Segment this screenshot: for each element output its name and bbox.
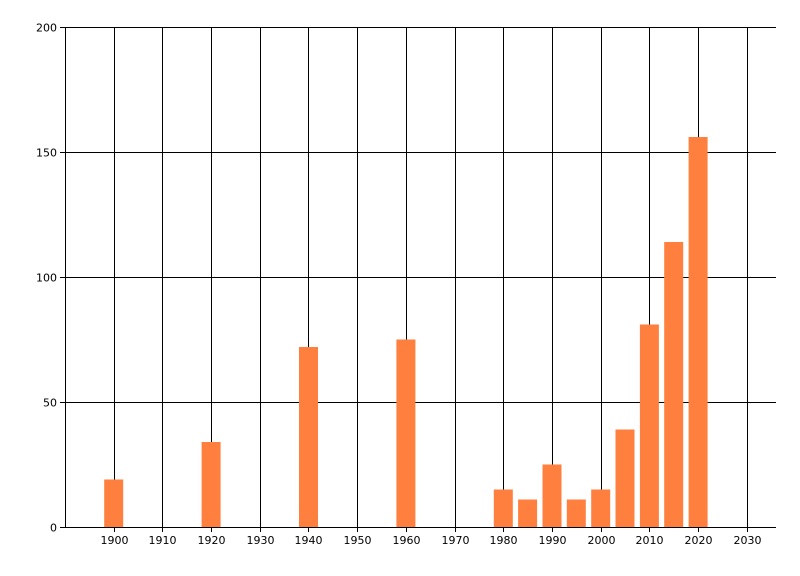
x-tick-label-1940: 1940 [295, 534, 323, 547]
x-tick-label-1990: 1990 [539, 534, 567, 547]
x-tick-label-2000: 2000 [588, 534, 616, 547]
bars [104, 137, 708, 527]
bar-1980 [493, 489, 513, 527]
bar-2015 [664, 242, 684, 527]
y-tick-label-200: 200 [36, 22, 57, 35]
x-tick-label-1970: 1970 [442, 534, 470, 547]
bar-2010 [639, 324, 659, 527]
axes [60, 27, 776, 532]
bar-1990 [542, 464, 562, 527]
x-tick-label-2010: 2010 [636, 534, 664, 547]
x-tick-label-2020: 2020 [685, 534, 713, 547]
bar-1920 [201, 442, 221, 527]
bar-1940 [299, 347, 318, 527]
bar-1985 [518, 499, 538, 527]
x-tick-label-1980: 1980 [490, 534, 518, 547]
bar-1995 [566, 499, 586, 527]
bar-2005 [615, 429, 635, 527]
y-tick-label-50: 50 [43, 397, 57, 410]
x-tick-label-1910: 1910 [149, 534, 177, 547]
bar-2000 [591, 489, 611, 527]
x-tick-label-1960: 1960 [393, 534, 421, 547]
bar-1960 [396, 339, 416, 527]
y-tick-label-150: 150 [36, 147, 57, 160]
x-tick-label-1920: 1920 [198, 534, 226, 547]
y-tick-label-100: 100 [36, 272, 57, 285]
y-tick-label-0: 0 [50, 522, 57, 535]
bar-2020 [688, 137, 708, 527]
x-tick-label-1950: 1950 [344, 534, 372, 547]
x-tick-label-1900: 1900 [101, 534, 129, 547]
bar-1900 [104, 479, 124, 527]
tick-labels: 0 50 100 150 200 1900 1910 1920 1930 1940 1950 1960… [36, 22, 762, 548]
x-tick-label-1930: 1930 [247, 534, 275, 547]
x-tick-label-2030: 2030 [734, 534, 762, 547]
